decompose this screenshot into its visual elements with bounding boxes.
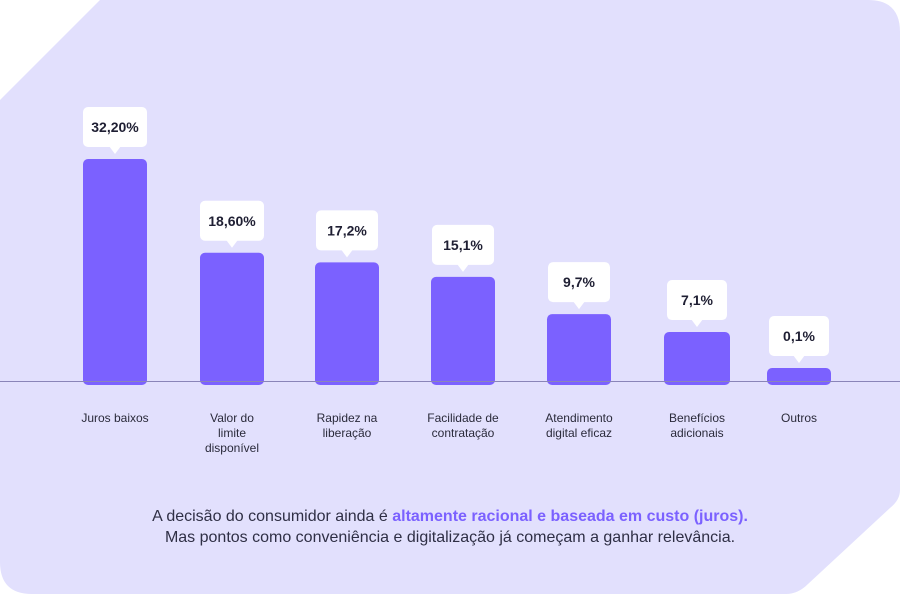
data-label: 17,2% xyxy=(327,222,367,238)
data-label: 15,1% xyxy=(443,237,483,253)
caption-text: A decisão do consumidor ainda é xyxy=(152,508,393,525)
bar-5 xyxy=(547,314,611,385)
category-label-4: Facilidade de contratação xyxy=(408,411,518,441)
caption-line-1: A decisão do consumidor ainda é altament… xyxy=(60,506,840,527)
category-label-3: Rapidez na liberação xyxy=(292,411,402,441)
category-label-line: Outros xyxy=(780,411,817,425)
callout-box xyxy=(769,316,829,356)
category-label-line: digital eficaz xyxy=(545,426,613,440)
value-callout-4: 15,1% xyxy=(432,224,494,272)
category-label-line: limite xyxy=(217,426,246,440)
category-label-line: adicionais xyxy=(670,426,724,440)
callout-box xyxy=(432,224,494,265)
data-label: 18,60% xyxy=(208,213,256,229)
callout-pointer xyxy=(341,249,353,258)
value-callout-1: 32,20% xyxy=(83,107,147,154)
caption-highlight: altamente racional e baseada em custo (j… xyxy=(392,508,748,525)
bar-3 xyxy=(315,262,379,385)
callout-box xyxy=(548,262,610,303)
data-label: 32,20% xyxy=(91,119,139,135)
callout-pointer xyxy=(109,146,121,154)
category-label-6: Benefícios adicionais xyxy=(642,411,752,441)
value-callout-6: 7,1% xyxy=(667,280,727,328)
bar-6 xyxy=(664,332,730,385)
callout-box xyxy=(83,107,147,147)
data-label: 0,1% xyxy=(783,328,815,344)
category-label-2: Valor do limite disponível xyxy=(177,411,287,456)
data-label: 9,7% xyxy=(563,274,595,290)
bar-4 xyxy=(431,276,495,385)
callout-pointer xyxy=(691,319,703,328)
callout-pointer xyxy=(226,239,238,248)
bar-7 xyxy=(767,368,831,385)
category-label-line: Benefícios xyxy=(668,411,726,425)
category-label-1: Juros baixos xyxy=(60,411,170,426)
callout-pointer xyxy=(457,263,469,272)
callout-box xyxy=(667,280,727,321)
category-label-line: Facilidade de xyxy=(427,411,499,425)
value-callout-7: 0,1% xyxy=(769,316,829,363)
chart-caption: A decisão do consumidor ainda é altament… xyxy=(60,506,840,548)
value-callout-2: 18,60% xyxy=(200,200,264,248)
value-callout-3: 17,2% xyxy=(316,210,378,258)
caption-line-2: Mas pontos como conveniência e digitaliz… xyxy=(164,529,736,546)
callout-pointer xyxy=(573,301,585,310)
category-label-line: Juros baixos xyxy=(81,411,149,425)
category-label-line: contratação xyxy=(431,426,495,440)
bar-2 xyxy=(200,252,264,385)
category-label-line: liberação xyxy=(322,426,372,440)
category-label-7: Outros xyxy=(744,411,854,426)
category-label-line: Atendimento xyxy=(545,411,613,425)
callout-box xyxy=(316,210,378,251)
bar-1 xyxy=(83,159,147,385)
category-label-line: Valor do xyxy=(210,411,254,425)
callout-box xyxy=(200,200,264,241)
bars: 32,20% 18,60% 17,2% 15,1% 9,7% 7,1% 0,1% xyxy=(83,107,831,385)
callout-pointer xyxy=(793,355,805,363)
category-label-5: Atendimento digital eficaz xyxy=(524,411,634,441)
category-label-line: Rapidez na xyxy=(316,411,378,425)
data-label: 7,1% xyxy=(681,292,713,308)
category-label-line: disponível xyxy=(204,441,260,455)
value-callout-5: 9,7% xyxy=(548,262,610,310)
